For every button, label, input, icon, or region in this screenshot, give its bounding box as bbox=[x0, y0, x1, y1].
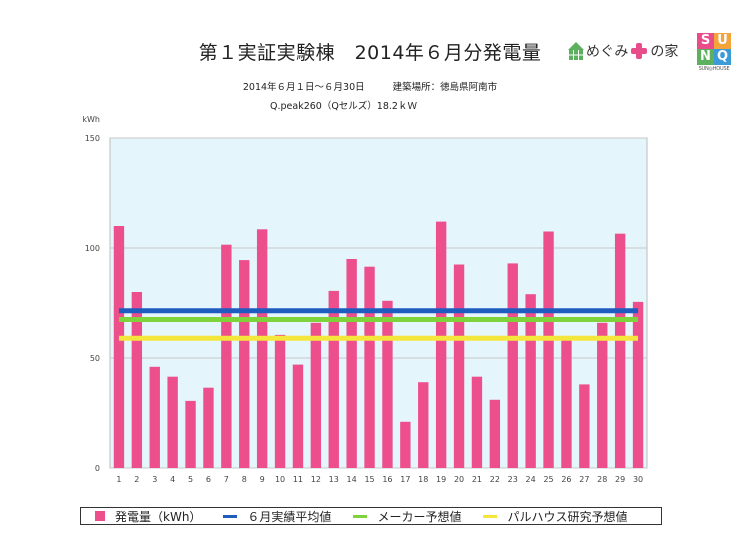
legend-item-palhaus: パルハウス研究予想値 bbox=[483, 508, 627, 525]
bar bbox=[221, 244, 232, 468]
x-tick-label: 14 bbox=[347, 475, 357, 484]
x-tick-label: 15 bbox=[364, 475, 374, 484]
bar bbox=[543, 231, 554, 468]
x-tick-label: 26 bbox=[561, 475, 571, 484]
legend-item-maker: メーカー予想値 bbox=[353, 508, 461, 525]
legend-label-avg: ６月実績平均値 bbox=[247, 509, 332, 524]
chart-title: 第１実証実験棟 2014年６月分発電量 bbox=[198, 42, 542, 64]
bar bbox=[149, 366, 160, 468]
x-tick-label: 6 bbox=[206, 475, 211, 484]
bar bbox=[597, 322, 608, 468]
bar bbox=[382, 300, 393, 468]
y-tick-label: 0 bbox=[95, 464, 100, 473]
x-tick-label: 9 bbox=[260, 475, 265, 484]
bar bbox=[489, 399, 501, 468]
bar bbox=[274, 334, 286, 468]
legend-swatch-bar bbox=[95, 511, 105, 521]
x-tick-label: 4 bbox=[170, 475, 175, 484]
plus-flower-icon bbox=[631, 43, 648, 59]
x-tick-label: 10 bbox=[275, 475, 285, 484]
bar bbox=[614, 233, 626, 468]
x-tick-label: 23 bbox=[508, 475, 518, 484]
y-tick-label: 150 bbox=[85, 134, 100, 143]
legend-label-bar: 発電量（kWh） bbox=[115, 509, 202, 524]
x-tick-label: 22 bbox=[490, 475, 500, 484]
panel-spec-text: Q.peak260（Qセルズ）18.2ｋＷ bbox=[270, 101, 417, 112]
subtitle-period-location: 2014年６月１日～６月30日 建築場所：徳島県阿南市 bbox=[0, 79, 740, 93]
x-tick-label: 30 bbox=[633, 475, 643, 484]
legend-item-bar: 発電量（kWh） bbox=[95, 508, 201, 525]
period-text: 2014年６月１日～６月30日 bbox=[242, 82, 365, 93]
x-tick-label: 21 bbox=[472, 475, 482, 484]
x-tick-label: 25 bbox=[543, 475, 553, 484]
x-tick-label: 13 bbox=[329, 475, 339, 484]
bar bbox=[364, 266, 375, 468]
legend-label-palhaus: パルハウス研究予想値 bbox=[507, 509, 628, 524]
bar bbox=[435, 221, 447, 468]
bar bbox=[310, 322, 322, 468]
x-tick-label: 8 bbox=[242, 475, 247, 484]
logo-letter-n: N bbox=[697, 49, 714, 65]
x-tick-label: 11 bbox=[293, 475, 303, 484]
legend-swatch-avg bbox=[223, 514, 238, 518]
bar bbox=[203, 387, 214, 468]
x-tick-label: 17 bbox=[400, 475, 410, 484]
x-tick-label: 27 bbox=[579, 475, 589, 484]
x-tick-label: 16 bbox=[382, 475, 392, 484]
legend-item-avg: ６月実績平均値 bbox=[223, 508, 331, 525]
logo-letter-q: Q bbox=[714, 49, 731, 65]
bar bbox=[256, 229, 268, 468]
bar bbox=[561, 339, 572, 468]
x-tick-label: 18 bbox=[418, 475, 428, 484]
plot-area bbox=[109, 137, 648, 469]
x-tick-label: 19 bbox=[436, 475, 446, 484]
bar bbox=[507, 263, 518, 468]
x-tick-label: 1 bbox=[116, 475, 121, 484]
x-tick-label: 28 bbox=[597, 475, 607, 484]
y-tick-label: 50 bbox=[90, 354, 100, 363]
location-text: 建築場所：徳島県阿南市 bbox=[392, 82, 498, 93]
bar bbox=[400, 421, 411, 468]
y-tick-label: 100 bbox=[85, 244, 100, 253]
legend-label-maker: メーカー予想値 bbox=[377, 509, 462, 524]
bar bbox=[131, 292, 143, 468]
bar bbox=[167, 376, 178, 468]
x-tick-label: 5 bbox=[188, 475, 193, 484]
x-tick-label: 3 bbox=[152, 475, 157, 484]
bar bbox=[185, 400, 196, 468]
house-grid-icon bbox=[568, 42, 584, 60]
y-axis-label: kWh bbox=[82, 115, 100, 124]
bar bbox=[292, 364, 304, 468]
legend-swatch-maker bbox=[353, 514, 368, 518]
x-tick-label: 29 bbox=[615, 475, 625, 484]
bar bbox=[418, 382, 429, 468]
x-tick-label: 20 bbox=[454, 475, 464, 484]
logo-letter-s: S bbox=[697, 33, 714, 49]
logo-caption: SUN◎HOUSE bbox=[698, 66, 730, 72]
bar bbox=[525, 294, 536, 468]
logo1-text-b: の家 bbox=[650, 44, 679, 60]
bar bbox=[632, 301, 644, 468]
x-tick-label: 24 bbox=[526, 475, 536, 484]
bar bbox=[579, 384, 590, 468]
legend: 発電量（kWh） ６月実績平均値 メーカー予想値 パルハウス研究予想値 bbox=[80, 507, 662, 525]
legend-swatch-palhaus bbox=[483, 514, 498, 518]
x-tick-label: 12 bbox=[311, 475, 321, 484]
x-tick-label: 2 bbox=[134, 475, 139, 484]
logo1-text-a: めぐみ bbox=[586, 44, 629, 60]
bar bbox=[239, 260, 250, 468]
megumi-logo: めぐみ の家 bbox=[568, 40, 678, 62]
bar bbox=[471, 376, 483, 468]
bar bbox=[113, 226, 125, 468]
bar bbox=[346, 259, 357, 468]
bar bbox=[453, 264, 465, 468]
x-tick-label: 7 bbox=[224, 475, 229, 484]
bar bbox=[328, 290, 339, 468]
logo-letter-u: U bbox=[714, 33, 731, 49]
